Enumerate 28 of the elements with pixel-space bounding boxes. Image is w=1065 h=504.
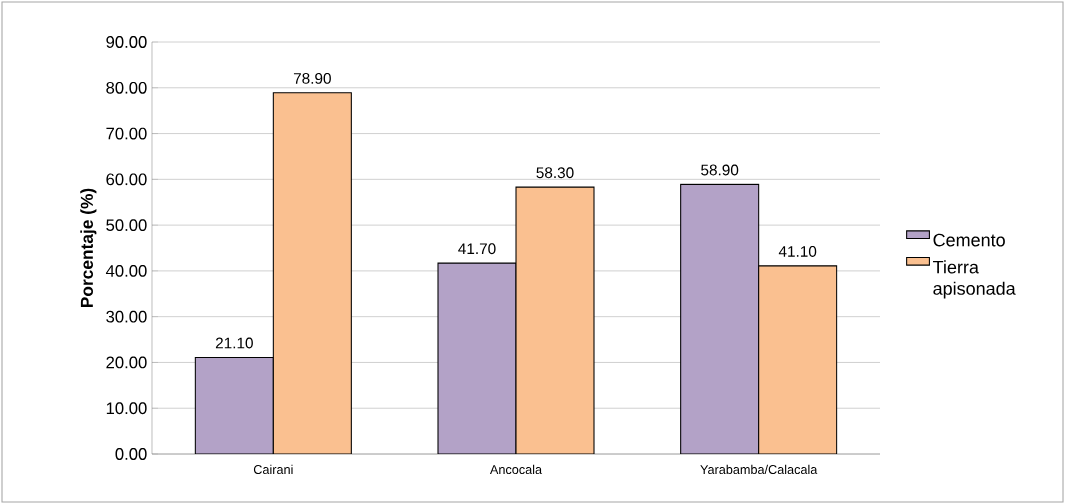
y-tick-label: 70.00 <box>106 127 147 140</box>
data-label: 58.90 <box>701 164 739 176</box>
y-axis-title: Porcentaje (%) <box>80 188 97 308</box>
bar <box>680 183 760 454</box>
x-tick-label: Yarabamba/Calacala <box>700 464 818 475</box>
bar <box>272 92 352 454</box>
legend-label: Cemento <box>933 233 1005 247</box>
y-tick-label: 80.00 <box>106 81 147 94</box>
legend-label: Tierra apisonada <box>933 260 1016 299</box>
y-tick-label: 40.00 <box>105 265 147 277</box>
y-tick-label: 0.00 <box>115 448 147 460</box>
y-tick-label: 60.00 <box>106 173 147 186</box>
y-tick-label: 30.00 <box>106 310 147 323</box>
bar <box>758 265 838 454</box>
y-tick-label: 90.00 <box>106 36 147 48</box>
data-label: 78.90 <box>293 72 331 84</box>
x-tick-label: Ancocala <box>489 464 543 475</box>
data-label: 58.30 <box>536 167 574 179</box>
data-label: 41.70 <box>458 243 496 255</box>
bar <box>437 262 517 454</box>
bar <box>194 356 274 454</box>
data-label: 21.10 <box>215 337 253 349</box>
y-tick-label: 10.00 <box>106 402 147 415</box>
x-tick-label: Cairani <box>253 464 293 475</box>
y-tick-label: 20.00 <box>106 356 147 369</box>
data-label: 41.10 <box>778 246 817 257</box>
bar <box>515 186 595 454</box>
y-tick-label: 50.00 <box>106 219 147 232</box>
